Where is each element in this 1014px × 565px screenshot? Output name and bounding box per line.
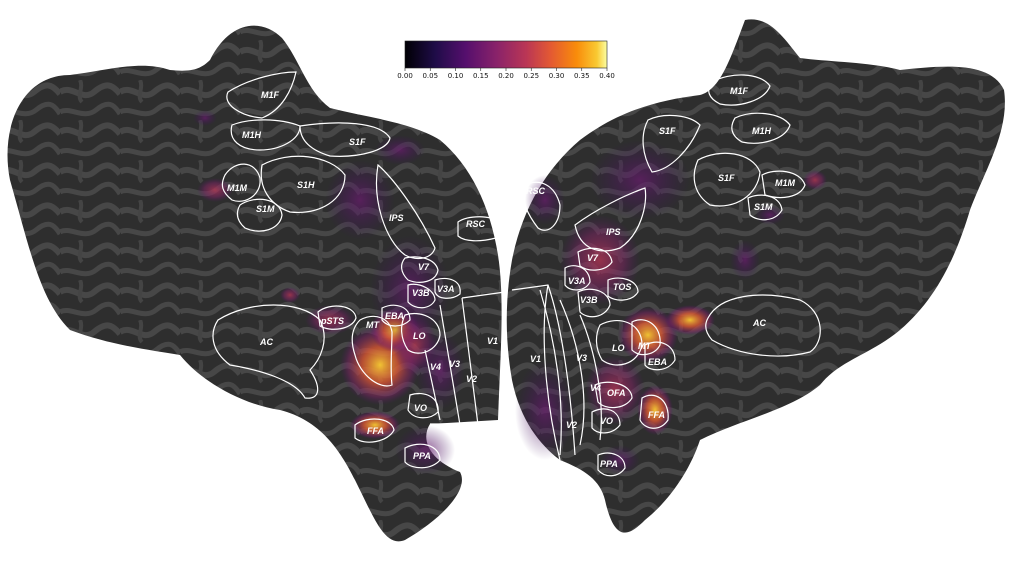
colorbar-tick-label: 0.15 xyxy=(473,72,489,80)
roi-label: PPA xyxy=(413,451,431,461)
roi-label: S1M xyxy=(256,204,275,214)
left-hemisphere: M1F M1H S1F M1M S1H S1M IPS RSC V7 V3A V… xyxy=(7,25,506,542)
roi-label: IPS xyxy=(389,213,404,223)
roi-label: EBA xyxy=(648,357,667,367)
right-hemisphere: M1F S1F M1H S1F M1M S1M RSC IPS V7 V3A T… xyxy=(506,19,1005,533)
roi-label: S1M xyxy=(754,202,773,212)
roi-label: V4 xyxy=(430,362,441,372)
roi-label: M1M xyxy=(227,183,248,193)
roi-label: V3A xyxy=(568,276,586,286)
roi-label: PPA xyxy=(600,459,618,469)
roi-label: M1F xyxy=(261,90,280,100)
roi-label: FFA xyxy=(367,426,384,436)
roi-label: S1H xyxy=(297,180,315,190)
roi-label: LO xyxy=(413,331,426,341)
roi-label: LO xyxy=(612,343,625,353)
colorbar: 0.00 0.05 0.10 0.15 0.20 0.25 0.30 0.35 0.40 xyxy=(397,40,615,80)
colorbar-gradient xyxy=(404,40,608,69)
roi-label: pSTS xyxy=(320,316,344,326)
right-roi-labels: M1F S1F M1H S1F M1M S1M RSC IPS V7 V3A T… xyxy=(526,86,796,469)
roi-label: VO xyxy=(600,416,613,426)
roi-label: VO xyxy=(414,403,427,413)
roi-label: V3B xyxy=(412,288,430,298)
colorbar-tick-label: 0.10 xyxy=(448,72,464,80)
roi-label: V7 xyxy=(418,262,430,272)
roi-label: V2 xyxy=(466,374,477,384)
roi-label: V4 xyxy=(590,383,601,393)
roi-label: V3 xyxy=(576,353,587,363)
roi-label: AC xyxy=(752,318,766,328)
roi-label: V1 xyxy=(487,336,498,346)
roi-label: M1M xyxy=(775,178,796,188)
roi-label: V7 xyxy=(587,253,599,263)
colorbar-tick-label: 0.40 xyxy=(599,72,615,80)
roi-label: V3 xyxy=(449,359,460,369)
roi-label: M1H xyxy=(242,130,262,140)
colorbar-tick-label: 0.20 xyxy=(498,72,514,80)
roi-label: MT xyxy=(638,341,652,351)
roi-label: FFA xyxy=(648,410,665,420)
roi-label: RSC xyxy=(466,219,486,229)
roi-label: M1F xyxy=(730,86,749,96)
roi-label: TOS xyxy=(613,282,631,292)
roi-label: EBA xyxy=(385,311,404,321)
colorbar-tick-label: 0.00 xyxy=(397,72,413,80)
roi-label: V3A xyxy=(437,284,455,294)
roi-label: S1F xyxy=(349,137,366,147)
left-roi-labels: M1F M1H S1F M1M S1H S1M IPS RSC V7 V3A V… xyxy=(227,90,498,461)
right-activation-map xyxy=(515,140,827,475)
colorbar-ticks: 0.00 0.05 0.10 0.15 0.20 0.25 0.30 0.35 0.40 xyxy=(397,68,615,80)
roi-label: M1H xyxy=(752,126,772,136)
roi-label: S1F xyxy=(718,173,735,183)
colorbar-tick-label: 0.35 xyxy=(574,72,590,80)
right-roi-outlines xyxy=(511,74,821,477)
colorbar-tick-label: 0.25 xyxy=(523,72,539,80)
roi-label: S1F xyxy=(659,126,676,136)
colorbar-tick-label: 0.30 xyxy=(549,72,565,80)
roi-label: OFA xyxy=(607,388,626,398)
roi-label: V2 xyxy=(566,420,577,430)
roi-label: V3B xyxy=(580,295,598,305)
roi-label: MT xyxy=(366,320,380,330)
roi-label: AC xyxy=(259,337,273,347)
roi-label: IPS xyxy=(606,227,621,237)
roi-label: V1 xyxy=(530,354,541,364)
left-roi-outlines xyxy=(212,71,506,469)
colorbar-tick-label: 0.05 xyxy=(422,72,438,80)
roi-label: RSC xyxy=(526,186,546,196)
